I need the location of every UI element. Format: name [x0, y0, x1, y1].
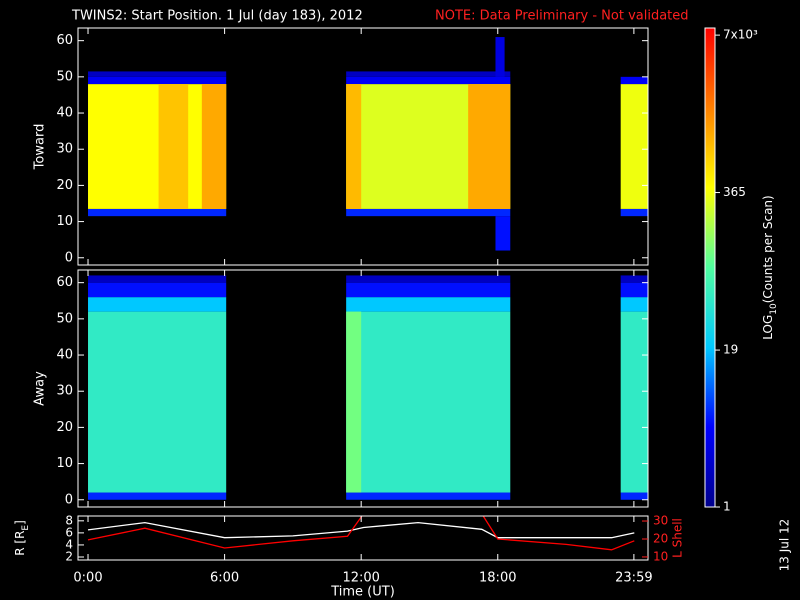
heatmap-cell	[201, 84, 227, 209]
colorbar-tick-label: 365	[723, 185, 746, 199]
y-tick-label: 50	[56, 69, 73, 84]
heatmap-cell	[88, 275, 227, 283]
y-tick-label: 6	[65, 525, 73, 539]
heatmap-cell	[88, 311, 227, 493]
heatmap-cell	[620, 311, 648, 493]
y-tick-label: 30	[56, 142, 73, 157]
heatmap-cell	[88, 492, 227, 500]
colorbar-tick-label: 1	[723, 500, 731, 514]
y-tick-label: 10	[56, 214, 73, 229]
date-stamp: 13 Jul 12	[778, 519, 792, 572]
panel-frame	[77, 515, 649, 561]
x-tick-label: 6:00	[210, 571, 239, 586]
colorbar-tick-label: 19	[723, 343, 738, 357]
heatmap-cell	[620, 297, 648, 312]
y-tick-label: 8	[65, 513, 73, 527]
heatmap-cell	[88, 297, 227, 312]
y-tick-label: 60	[56, 275, 73, 290]
y-tick-label: 0	[65, 250, 73, 265]
y2-tick-label: 30	[653, 514, 668, 528]
colorbar-label-part: (Counts per Scan)	[761, 195, 775, 303]
heatmap-cell	[346, 311, 511, 493]
heatmap-cell	[620, 76, 648, 85]
y-tick-label: 0	[65, 492, 73, 507]
heatmap-cell	[346, 282, 511, 298]
plot-area	[87, 516, 635, 551]
heatmap-cell	[620, 275, 648, 283]
x-tick-label: 12:00	[342, 571, 379, 586]
y-axis-label: R [RE]	[13, 520, 31, 556]
heatmap-cell	[346, 84, 362, 209]
heatmap-cell	[620, 282, 648, 298]
x-axis-label: Time (UT)	[330, 585, 395, 600]
heatmap-cell	[495, 216, 511, 251]
heatmap-cell	[88, 76, 227, 85]
plot-area	[88, 275, 648, 500]
colorbar-label-part: LOG	[761, 315, 775, 340]
x-tick-label: 0:00	[73, 571, 102, 586]
y-tick-label: 20	[56, 420, 73, 435]
y-tick-label: 40	[56, 348, 73, 363]
colorbar-tick-label: 7x10³	[723, 28, 758, 42]
y2-tick-label: 20	[653, 531, 668, 545]
y-tick-label: 10	[56, 456, 73, 471]
y-tick-label: 4	[65, 537, 73, 551]
heatmap-cell	[346, 311, 362, 493]
y2-tick-label: 10	[653, 549, 668, 563]
y-tick-label: 60	[56, 33, 73, 48]
colorbar-label-part: 10	[769, 303, 779, 315]
y2-axis-label: L Shell	[671, 518, 685, 558]
colorbar-label: LOG10(Counts per Scan)	[761, 195, 779, 339]
plot-area	[88, 37, 648, 251]
y-tick-label: 2	[65, 549, 73, 563]
heatmap-cell	[620, 492, 648, 500]
line-series	[87, 516, 635, 551]
y-tick-label: 40	[56, 106, 73, 121]
colorbar	[704, 27, 716, 508]
y-axis-label-part: R [R	[13, 531, 27, 556]
y-axis-label: Toward	[33, 124, 48, 171]
y-tick-label: 50	[56, 311, 73, 326]
x-tick-label: 18:00	[479, 571, 516, 586]
y-axis-label-part: ]	[13, 520, 27, 525]
heatmap-cell	[346, 208, 511, 217]
chart-note: NOTE: Data Preliminary - Not validated	[435, 9, 689, 24]
heatmap-cell	[346, 76, 511, 85]
y-tick-label: 30	[56, 384, 73, 399]
heatmap-cell	[88, 282, 227, 298]
heatmap-cell	[620, 84, 648, 209]
y-axis-label: Away	[33, 371, 48, 406]
heatmap-cell	[620, 208, 648, 217]
heatmap-cell	[346, 297, 511, 312]
panel-frame	[77, 269, 649, 508]
heatmap-cell	[88, 71, 227, 77]
heatmap-cell	[158, 84, 189, 209]
heatmap-cell	[468, 84, 511, 209]
panel-frame	[77, 27, 649, 266]
line-series	[87, 521, 635, 539]
heatmap-cell	[495, 37, 505, 77]
x-tick-label: 23:59	[615, 571, 652, 586]
y-tick-label: 20	[56, 178, 73, 193]
heatmap-cell	[346, 275, 511, 283]
heatmap-cell	[346, 492, 511, 500]
heatmap-cell	[346, 71, 511, 77]
chart-title: TWINS2: Start Position. 1 Jul (day 183),…	[71, 9, 363, 24]
heatmap-cell	[88, 208, 227, 217]
y-axis-label-part: E	[21, 525, 31, 531]
